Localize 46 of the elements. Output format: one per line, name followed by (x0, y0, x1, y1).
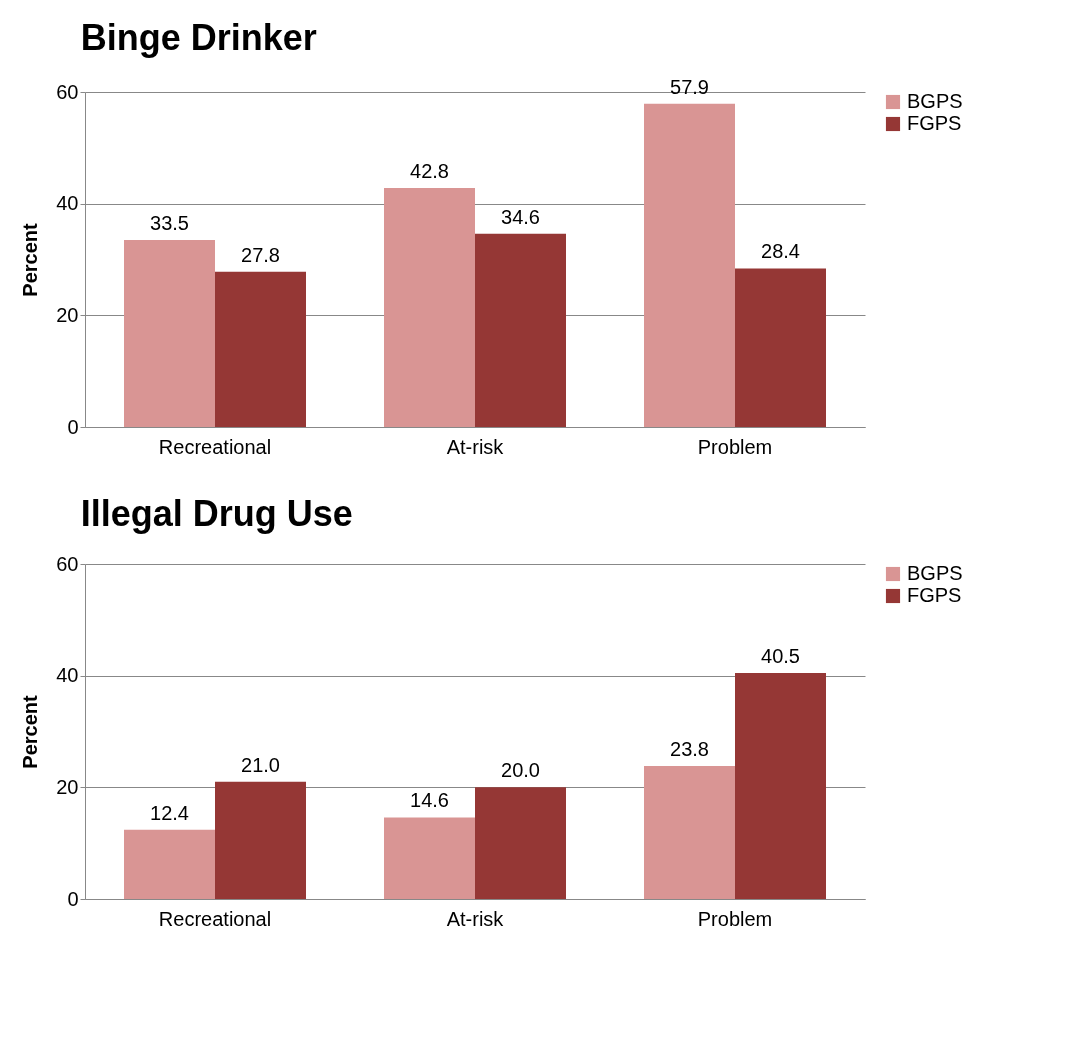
y-tick-label: 20 (56, 303, 79, 326)
data-label: 21.0 (241, 753, 280, 776)
legend-label: FGPS (907, 584, 962, 606)
data-label: 57.9 (670, 75, 709, 98)
y-tick-label: 40 (56, 192, 79, 215)
x-tick-label: At-risk (446, 435, 505, 458)
bar (384, 817, 475, 899)
y-tick-label: 0 (67, 887, 79, 910)
y-tick-label: 60 (56, 552, 79, 575)
bar (215, 781, 306, 899)
y-tick-label: 0 (67, 415, 79, 438)
x-tick-label: Problem (697, 435, 773, 458)
data-label: 23.8 (670, 738, 709, 761)
bar (644, 103, 735, 427)
bar (735, 268, 826, 427)
data-label: 20.0 (501, 759, 540, 782)
y-tick-label: 40 (56, 664, 79, 687)
bar (384, 188, 475, 427)
bar (644, 766, 735, 899)
y-axis-title: Percent (19, 694, 42, 769)
bar (124, 239, 215, 427)
x-tick-label: Problem (697, 907, 773, 930)
legend-label: FGPS (907, 112, 962, 134)
x-tick-label: Recreational (158, 907, 272, 930)
bar (735, 672, 826, 899)
data-label: 34.6 (501, 205, 540, 228)
x-tick-label: At-risk (446, 907, 505, 930)
data-label: 14.6 (410, 789, 449, 812)
bar (475, 787, 566, 899)
data-label: 28.4 (761, 240, 800, 263)
data-label: 42.8 (410, 160, 449, 183)
legend-label: BGPS (907, 562, 963, 584)
legend-label: BGPS (907, 90, 963, 112)
y-tick-label: 20 (56, 775, 79, 798)
chart-title: Illegal Drug Use (80, 493, 353, 534)
data-label: 40.5 (761, 644, 800, 667)
bar (215, 271, 306, 427)
y-tick-label: 60 (56, 80, 79, 103)
data-label: 27.8 (241, 243, 280, 266)
bar (124, 829, 215, 899)
x-tick-label: Recreational (158, 435, 272, 458)
data-label: 12.4 (150, 801, 189, 824)
y-axis-title: Percent (19, 222, 42, 297)
bar (475, 233, 566, 427)
chart-title: Binge Drinker (80, 16, 317, 58)
data-label: 33.5 (150, 211, 189, 234)
